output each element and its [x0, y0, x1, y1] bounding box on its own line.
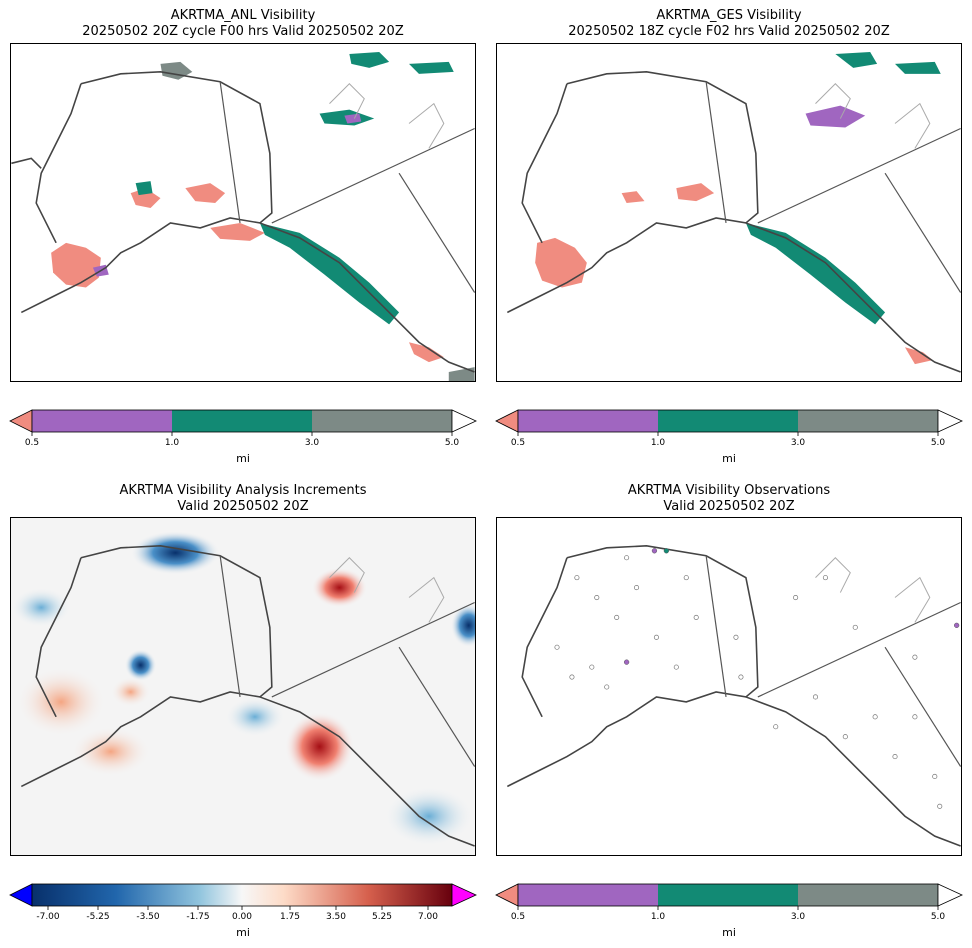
colorbar-unit: mi	[236, 926, 250, 939]
colorbar-observations-svg: 0.5 1.0 3.0 5.0	[495, 883, 963, 922]
colorbar-ges: 0.5 1.0 3.0 5.0 mi	[495, 409, 963, 465]
map-observations	[496, 517, 962, 856]
colorbar-unit: mi	[722, 926, 736, 939]
colorbar-tick: -1.75	[186, 912, 209, 922]
colorbar-tick: 3.0	[791, 912, 806, 922]
panel-title: AKRTMA_ANL Visibility 20250502 20Z cycle…	[82, 8, 404, 39]
map-anl-canvas	[11, 51, 475, 381]
panel-title: AKRTMA_GES Visibility 20250502 18Z cycle…	[568, 8, 890, 39]
colorbar-tick: 0.00	[232, 912, 252, 922]
map-anl	[10, 43, 476, 382]
observation-stations	[554, 555, 943, 809]
colorbar-tick: 5.0	[931, 438, 946, 448]
colorbar-observations: 0.5 1.0 3.0 5.0 mi	[495, 883, 963, 939]
colorbar-ges-svg: 0.5 1.0 3.0 5.0	[495, 409, 963, 448]
colorbar-tick: -7.00	[36, 912, 60, 922]
colorbar-tick: 1.0	[165, 438, 180, 448]
colorbar-increments: -7.00 -5.25 -3.50 -1.75 0.00 1.75 3.50 5…	[9, 883, 477, 939]
colorbar-anl-svg: 0.5 1.0 3.0 5.0	[9, 409, 477, 448]
colorbar-tick: 3.0	[791, 438, 806, 448]
panel-title: AKRTMA Visibility Observations Valid 202…	[627, 483, 831, 514]
colorbar-increments-svg: -7.00 -5.25 -3.50 -1.75 0.00 1.75 3.50 5…	[9, 883, 477, 922]
map-ges-canvas	[506, 51, 961, 373]
map-ges	[496, 43, 962, 382]
colorbar-anl: 0.5 1.0 3.0 5.0 mi	[9, 409, 477, 465]
map-increments	[10, 517, 476, 856]
colorbar-tick: 3.50	[326, 912, 346, 922]
map-observations-canvas	[506, 545, 961, 847]
colorbar-tick: 1.0	[651, 438, 666, 448]
colorbar-tick: 7.00	[418, 912, 438, 922]
colorbar-tick: -3.50	[136, 912, 160, 922]
colorbar-tick: -5.25	[86, 912, 109, 922]
colorbar-unit: mi	[236, 452, 250, 465]
colorbar-unit: mi	[722, 452, 736, 465]
colorbar-tick: 5.25	[372, 912, 392, 922]
colorbar-tick: 3.0	[305, 438, 320, 448]
colorbar-tick: 1.0	[651, 912, 666, 922]
colorbar-tick: 1.75	[280, 912, 300, 922]
panel-title: AKRTMA Visibility Analysis Increments Va…	[119, 483, 367, 514]
colorbar-tick: 0.5	[511, 912, 525, 922]
colorbar-tick: 5.0	[445, 438, 460, 448]
map-increments-canvas	[11, 530, 475, 847]
colorbar-tick: 5.0	[931, 912, 946, 922]
colorbar-tick: 0.5	[25, 438, 39, 448]
colorbar-tick: 0.5	[511, 438, 525, 448]
